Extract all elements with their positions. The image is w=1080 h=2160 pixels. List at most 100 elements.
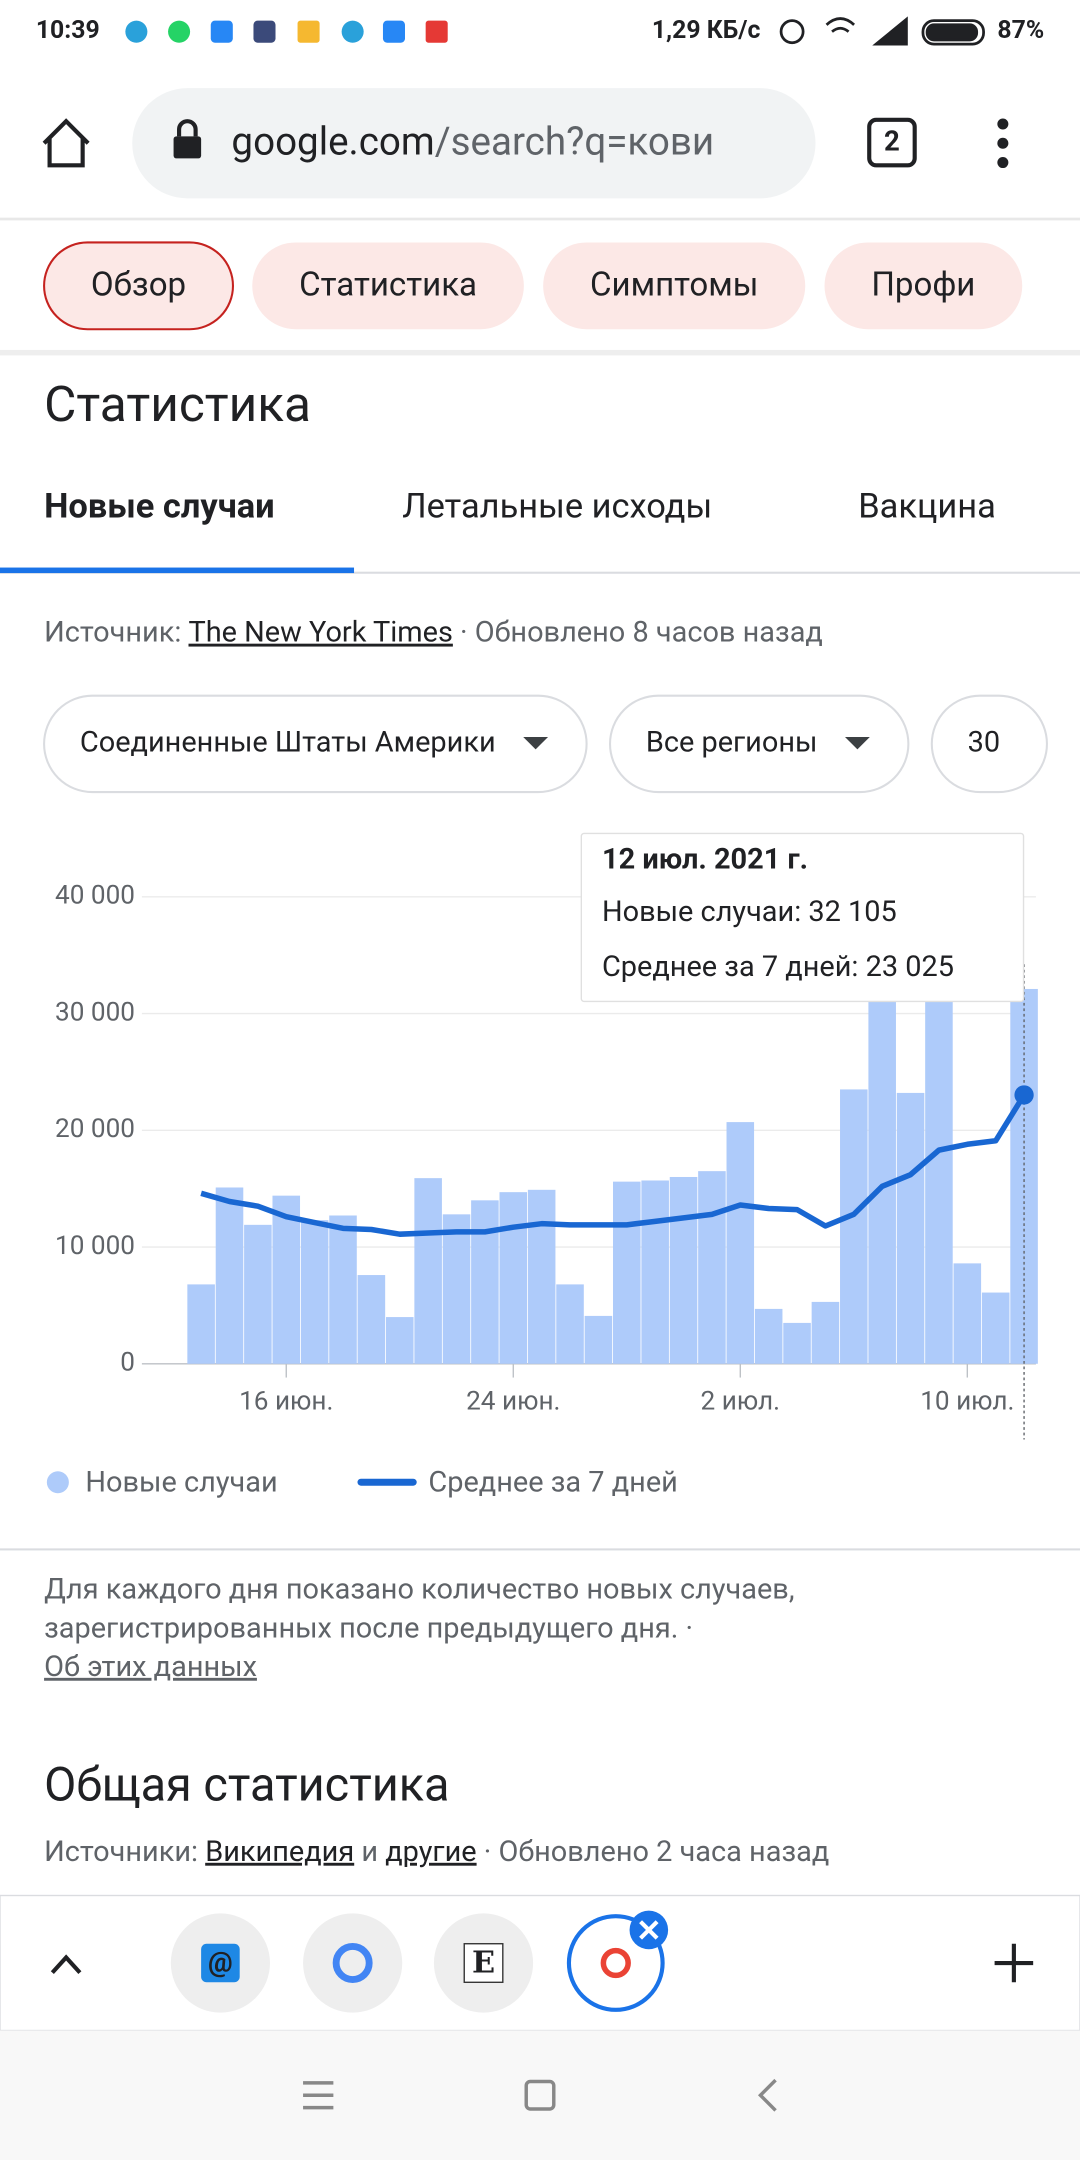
clock: 10:39: [36, 16, 100, 45]
source-line: Источник: The New York Times · Обновлено…: [44, 615, 823, 649]
average-line: [200, 1093, 1027, 1237]
y-tick-label: 30 000: [55, 997, 135, 1027]
source-updated: · Обновлено 8 часов назад: [460, 615, 823, 649]
sources-link[interactable]: Википедия: [205, 1834, 354, 1868]
bar: [925, 966, 953, 1364]
bar: [726, 1122, 755, 1364]
sources-updated: · Обновлено 2 часа назад: [484, 1834, 830, 1868]
chip-label[interactable]: Обзор: [91, 265, 186, 304]
url-path: /search?q=кови: [435, 120, 714, 165]
lock-icon: [173, 119, 202, 159]
chip[interactable]: [543, 242, 806, 330]
chip[interactable]: [824, 242, 1023, 330]
bar: [471, 1200, 499, 1364]
x-tick-label: 24 июн.: [466, 1386, 560, 1416]
bar: [584, 1315, 613, 1364]
source-label: Источник:: [44, 615, 181, 649]
bar: [613, 1181, 641, 1364]
y-tick-label: 0: [120, 1348, 135, 1378]
filter-label[interactable]: Соединенные Штаты Америки: [80, 726, 496, 760]
tab-row: Новые случаи Летальные исходы Вакцина: [44, 486, 996, 526]
bar: [527, 1189, 556, 1364]
bar: [272, 1195, 301, 1364]
tab-indicator: [0, 567, 355, 574]
y-tick-label: 40 000: [55, 881, 135, 911]
bar: [442, 1214, 471, 1364]
source-link[interactable]: The New York Times: [189, 615, 453, 649]
chip-label[interactable]: Статистика: [299, 265, 477, 304]
filter[interactable]: [930, 694, 1048, 794]
legend-label: Новые случаи: [85, 1465, 277, 1499]
divider: [0, 349, 1080, 356]
url-host: google.com: [231, 120, 434, 165]
bar: [300, 1220, 329, 1364]
general-title: Общая статистика: [44, 1758, 449, 1812]
battery: 87%: [997, 16, 1044, 45]
chip[interactable]: [252, 242, 524, 330]
sources-link[interactable]: другие: [385, 1834, 476, 1868]
hover-point: [1014, 1085, 1034, 1105]
nav-bar: [0, 2030, 1080, 2160]
note-line: Для каждого дня показано количество новы…: [44, 1573, 794, 1607]
bar: [385, 1317, 414, 1364]
notification-icons: [125, 20, 448, 43]
x-tick-label: 16 июн.: [239, 1386, 333, 1416]
note-link[interactable]: Об этих данных: [44, 1650, 257, 1684]
tab[interactable]: Вакцина: [858, 486, 996, 526]
new-tab-button[interactable]: [994, 1943, 1034, 1983]
chip-label[interactable]: Профи: [871, 265, 975, 304]
bar: [556, 1284, 584, 1364]
legend-swatch: [46, 1471, 69, 1494]
bar: [868, 978, 896, 1364]
tooltip-title: 12 июл. 2021 г.: [602, 843, 808, 877]
menu-button[interactable]: [997, 118, 1009, 169]
expand-button[interactable]: [50, 1954, 82, 1975]
chip-row: Обзор Статистика Симптомы Профи: [43, 241, 1023, 331]
bar: [187, 1284, 215, 1364]
bar: [641, 1180, 669, 1364]
dropdown-arrow: [523, 736, 549, 750]
filter[interactable]: [608, 694, 910, 794]
tab-thumbs[interactable]: @ E: [170, 1910, 669, 2013]
url-bar[interactable]: [132, 88, 816, 199]
filter-label[interactable]: Все регионы: [646, 726, 818, 760]
sources-label: Источники:: [44, 1834, 198, 1868]
bar: [811, 1301, 840, 1364]
bar: [896, 1092, 925, 1364]
dropdown-arrow: [845, 736, 870, 750]
filter[interactable]: [43, 694, 588, 794]
tab[interactable]: Новые случаи: [44, 486, 275, 526]
bar: [499, 1192, 528, 1364]
section-title: Статистика: [44, 376, 311, 434]
bar: [215, 1187, 244, 1364]
chip[interactable]: [43, 241, 235, 331]
y-tick-label: 20 000: [55, 1114, 135, 1144]
bar: [357, 1275, 386, 1364]
filter-row: Соединенные Штаты Америки Все регионы 30: [43, 694, 1048, 794]
divider: [0, 571, 1080, 574]
tooltip: [580, 832, 1025, 1003]
chart: 0 10 000 20 000 30 000 40 000 16 июн. 24 июн. 2…: [46, 832, 1038, 1499]
tab[interactable]: Летальные исходы: [402, 486, 712, 526]
y-tick-label: 10 000: [55, 1231, 135, 1261]
general-sources: Источники: Википедия и другие · Обновлен…: [44, 1834, 829, 1868]
bar: [329, 1215, 357, 1364]
bar: [953, 1263, 982, 1364]
filter-label[interactable]: 30: [968, 726, 1001, 760]
tab-strip: [0, 1894, 1080, 2032]
svg-text:E: E: [472, 1945, 495, 1980]
nav-buttons[interactable]: [303, 2078, 777, 2112]
svg-text:@: @: [208, 1946, 233, 1979]
divider: [0, 1548, 1080, 1551]
legend-label: Среднее за 7 дней: [428, 1465, 677, 1499]
bar: [698, 1171, 726, 1364]
bar: [754, 1308, 783, 1364]
tabs-button[interactable]: [867, 117, 917, 168]
bar: [840, 1089, 868, 1364]
x-tick-label: 2 июл.: [701, 1386, 780, 1416]
sources-and: и: [361, 1834, 378, 1868]
chip-label[interactable]: Симптомы: [590, 265, 758, 304]
home-button[interactable]: [42, 118, 90, 168]
